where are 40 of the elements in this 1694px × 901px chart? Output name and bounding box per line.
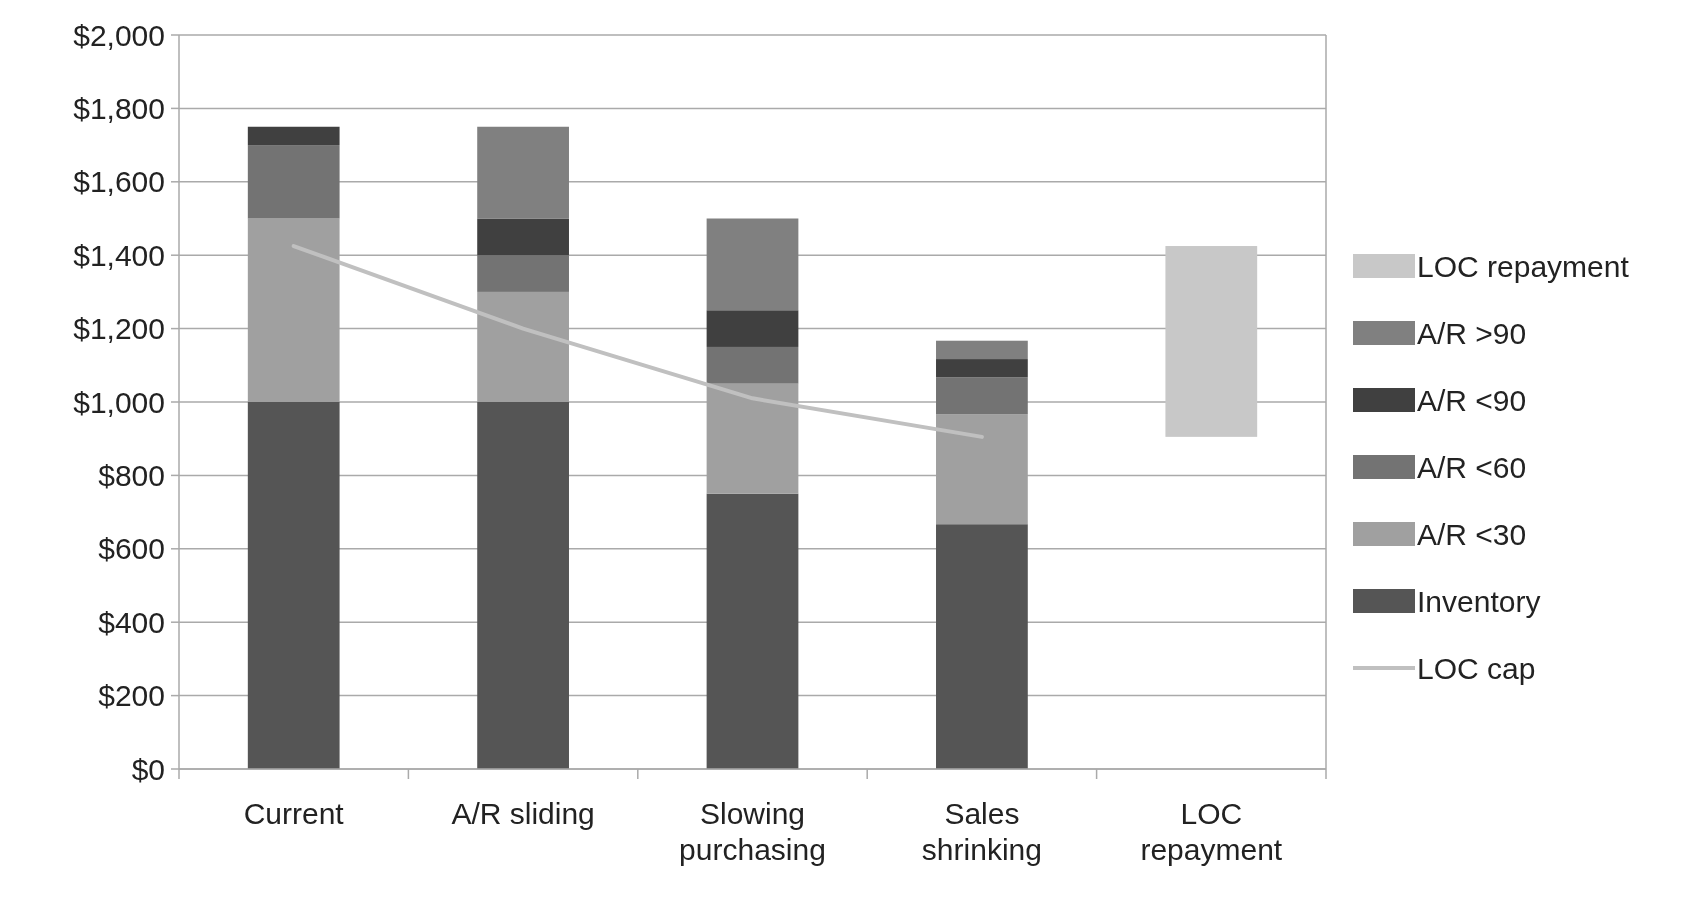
legend-label: LOC repayment — [1417, 249, 1630, 283]
y-tick-label: $800 — [98, 458, 165, 492]
bar — [477, 255, 569, 292]
x-tick-label: Slowing purchasing — [679, 797, 826, 866]
y-tick-label: $0 — [131, 752, 165, 786]
legend-label: Inventory — [1417, 584, 1541, 618]
legend-label: A/R <90 — [1417, 383, 1527, 417]
bar — [936, 340, 1028, 360]
legend-label: A/R <30 — [1417, 517, 1527, 551]
legend-label: LOC cap — [1417, 651, 1536, 685]
bar — [1165, 246, 1258, 437]
x-tick-label: LOC repayment — [1140, 797, 1283, 866]
line-series — [291, 244, 984, 439]
x-tick-label: Sales shrinking — [921, 797, 1042, 866]
y-tick-label: $1,600 — [73, 165, 165, 199]
y-tick-label: $200 — [98, 679, 165, 713]
legend-label: A/R <60 — [1417, 450, 1527, 484]
y-tick-label: $400 — [98, 605, 165, 639]
bar — [706, 310, 799, 347]
bar — [706, 218, 799, 311]
x-tick-label: A/R sliding — [451, 797, 595, 830]
x-tick-label: Current — [243, 797, 345, 830]
y-tick-label: $1,800 — [73, 91, 165, 125]
y-tick-label: $2,000 — [73, 18, 165, 52]
bar — [477, 126, 569, 219]
bar — [706, 346, 799, 384]
bar — [706, 493, 799, 769]
bar — [936, 359, 1028, 378]
y-tick-label: $600 — [98, 532, 165, 566]
bar — [247, 126, 340, 146]
legend-label: A/R >90 — [1417, 316, 1527, 350]
bar — [477, 402, 569, 769]
bar — [936, 377, 1028, 415]
y-tick-label: $1,400 — [73, 238, 165, 272]
bar — [936, 524, 1028, 769]
y-tick-label: $1,200 — [73, 312, 165, 346]
bar — [247, 402, 340, 769]
bar — [477, 218, 569, 256]
bar — [247, 145, 340, 219]
y-tick-label: $1,000 — [73, 385, 165, 419]
